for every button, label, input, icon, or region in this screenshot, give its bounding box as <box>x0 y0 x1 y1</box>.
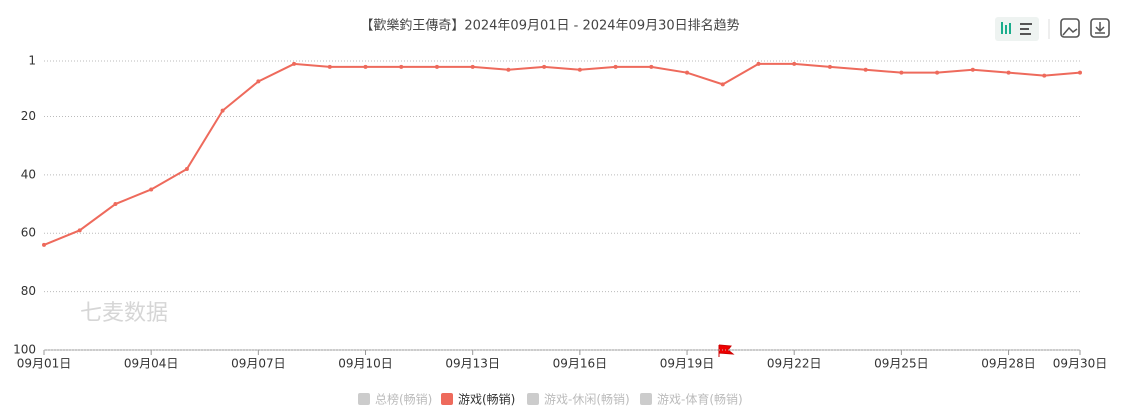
data-point <box>756 61 761 66</box>
data-point <box>292 61 297 66</box>
data-point <box>256 79 261 84</box>
icon <box>1020 23 1032 25</box>
data-point <box>149 187 154 192</box>
legend-label[interactable]: 游戏(畅销) <box>458 393 515 407</box>
data-point <box>184 167 189 172</box>
x-tick-label: 09月28日 <box>981 357 1036 371</box>
x-tick-label: 09月22日 <box>767 357 822 371</box>
data-point <box>470 64 475 69</box>
y-tick-label: 20 <box>21 109 36 123</box>
image-button[interactable] <box>1060 18 1080 38</box>
x-tick-label: 09月04日 <box>124 357 179 371</box>
data-point <box>792 61 797 66</box>
legend-swatch <box>441 393 453 405</box>
data-point <box>935 70 940 75</box>
data-point <box>42 242 46 247</box>
legend-swatch <box>527 393 539 405</box>
legend-label[interactable]: 总榜(畅销) <box>375 392 432 407</box>
y-tick-label: 60 <box>21 226 36 240</box>
data-point <box>327 64 332 69</box>
icon <box>1020 33 1031 35</box>
data-point <box>685 70 690 75</box>
y-tick-label: 100 <box>13 343 36 357</box>
data-point <box>1042 73 1047 78</box>
data-point <box>613 64 618 69</box>
chart-title: 【歡樂釣王傳奇】2024年09月01日 - 2024年09月30日排名趋势 <box>360 18 739 34</box>
data-point <box>863 67 868 72</box>
y-tick-label: 1 <box>28 54 36 68</box>
legend-label[interactable]: 游戏-体育(畅销) <box>657 392 743 407</box>
data-point <box>649 64 654 69</box>
toolbar <box>995 17 1110 41</box>
data-point <box>506 67 511 72</box>
x-tick-label: 09月25日 <box>874 357 929 371</box>
x-tick-label: 09月13日 <box>445 357 500 371</box>
x-tick-label: 09月16日 <box>553 357 608 371</box>
icon <box>1095 22 1105 34</box>
data-point <box>970 67 975 72</box>
y-tick-label: 40 <box>21 167 36 181</box>
icon <box>1005 25 1007 34</box>
x-tick-label: 09月07日 <box>231 357 286 371</box>
legend-label[interactable]: 游戏-休闲(畅销) <box>544 393 630 407</box>
legend-swatch <box>358 393 370 405</box>
data-point <box>1006 70 1011 75</box>
data-point <box>363 64 368 69</box>
data-point <box>113 202 118 207</box>
icon <box>1009 23 1011 34</box>
data-point <box>827 64 832 69</box>
data-point <box>77 228 82 233</box>
x-tick-label: 09月30日 <box>1053 357 1108 371</box>
data-point <box>399 64 404 69</box>
data-point <box>542 64 547 69</box>
download-button[interactable] <box>1090 18 1110 38</box>
data-point <box>577 67 582 72</box>
x-tick-label: 09月19日 <box>660 357 715 371</box>
data-point <box>899 70 904 75</box>
icon <box>1020 28 1029 30</box>
event-flag[interactable] <box>718 344 735 357</box>
legend-swatch <box>640 393 652 405</box>
data-point <box>720 82 725 87</box>
series-line <box>43 62 1081 246</box>
data-point <box>1078 70 1082 75</box>
x-tick-label: 09月01日 <box>17 357 72 371</box>
watermark: 七麦数据 <box>80 301 168 326</box>
data-point <box>220 108 225 113</box>
icon <box>1062 26 1078 36</box>
y-tick-label: 80 <box>21 284 36 298</box>
x-tick-label: 09月10日 <box>338 357 393 371</box>
icon <box>1001 22 1003 34</box>
data-point <box>434 64 439 69</box>
